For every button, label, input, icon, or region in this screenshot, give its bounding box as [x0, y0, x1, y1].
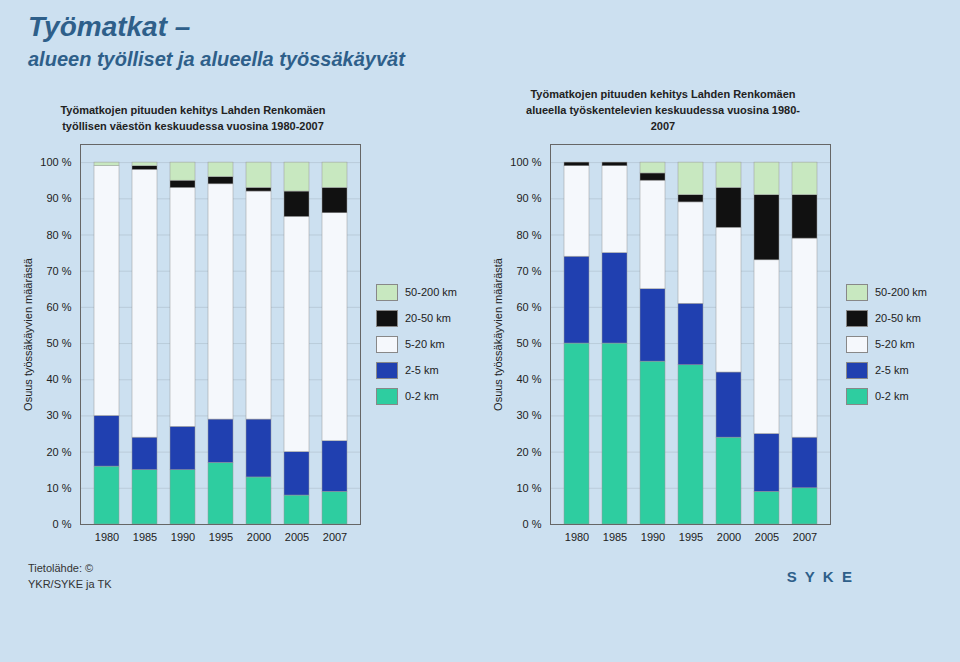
svg-text:90 %: 90 % [46, 192, 71, 204]
html-text:Työmatkojen pituuden kehitys L: Työmatkojen pituuden kehitys Lahden Renk… [526, 88, 800, 132]
html-text:2-5 km: 2-5 km [875, 364, 909, 376]
svg-text:60 %: 60 % [46, 301, 71, 313]
html-text:20-50 km: 20-50 km [405, 312, 451, 324]
html-text:50-200 km: 50-200 km [405, 286, 457, 298]
svg-text:20 %: 20 % [516, 446, 541, 458]
svg-text:100 %: 100 % [510, 156, 541, 168]
html-text:20-50 km: 20-50 km [875, 312, 921, 324]
svg-text:40 %: 40 % [46, 373, 71, 385]
svg-text:80 %: 80 % [46, 228, 71, 240]
svg-text:70 %: 70 % [516, 265, 541, 277]
svg-text:2000: 2000 [247, 531, 271, 543]
svg-text:2000: 2000 [717, 531, 741, 543]
svg-text:70 %: 70 % [46, 265, 71, 277]
svg-text:30 %: 30 % [516, 409, 541, 421]
html-text:0-2 km: 0-2 km [875, 390, 909, 402]
svg-text:2005: 2005 [285, 531, 309, 543]
html-text:0-2 km: 0-2 km [405, 390, 439, 402]
html-text:5-20 km: 5-20 km [875, 338, 915, 350]
svg-text:0 %: 0 % [53, 518, 72, 530]
svg-text:40 %: 40 % [516, 373, 541, 385]
svg-text:2007: 2007 [793, 531, 817, 543]
svg-text:1990: 1990 [171, 531, 195, 543]
html-text:alueen työlliset ja alueella t: alueen työlliset ja alueella työssäkäyvä… [28, 48, 405, 70]
svg-text:Osuus työssäkäyvien määrästä: Osuus työssäkäyvien määrästä [492, 257, 504, 411]
html-text:Työmatkat –: Työmatkat – [28, 11, 191, 42]
svg-text:80 %: 80 % [516, 228, 541, 240]
svg-text:50 %: 50 % [46, 337, 71, 349]
svg-text:10 %: 10 % [46, 482, 71, 494]
svg-text:1980: 1980 [565, 531, 589, 543]
html-text:2-5 km: 2-5 km [405, 364, 439, 376]
svg-text:1995: 1995 [679, 531, 703, 543]
svg-text:50 %: 50 % [516, 337, 541, 349]
svg-text:30 %: 30 % [46, 409, 71, 421]
svg-text:1985: 1985 [133, 531, 157, 543]
svg-text:1980: 1980 [95, 531, 119, 543]
svg-text:1985: 1985 [603, 531, 627, 543]
svg-text:1990: 1990 [641, 531, 665, 543]
svg-text:0 %: 0 % [523, 518, 542, 530]
html-text:5-20 km: 5-20 km [405, 338, 445, 350]
svg-text:100 %: 100 % [40, 156, 71, 168]
html-text:50-200 km: 50-200 km [875, 286, 927, 298]
svg-text:1995: 1995 [209, 531, 233, 543]
svg-text:2005: 2005 [755, 531, 779, 543]
html-text:Tietolähde: © YKR/SYKE ja TK: Tietolähde: © YKR/SYKE ja TK [28, 562, 112, 590]
svg-text:60 %: 60 % [516, 301, 541, 313]
svg-text:Osuus työssäkäyvien määrästä: Osuus työssäkäyvien määrästä [22, 257, 34, 411]
svg-text:90 %: 90 % [516, 192, 541, 204]
svg-text:2007: 2007 [323, 531, 347, 543]
svg-text:10 %: 10 % [516, 482, 541, 494]
html-text:S Y K E: S Y K E [786, 568, 852, 585]
html-text:Työmatkojen pituuden kehitys L: Työmatkojen pituuden kehitys Lahden Renk… [60, 104, 326, 132]
svg-text:20 %: 20 % [46, 446, 71, 458]
